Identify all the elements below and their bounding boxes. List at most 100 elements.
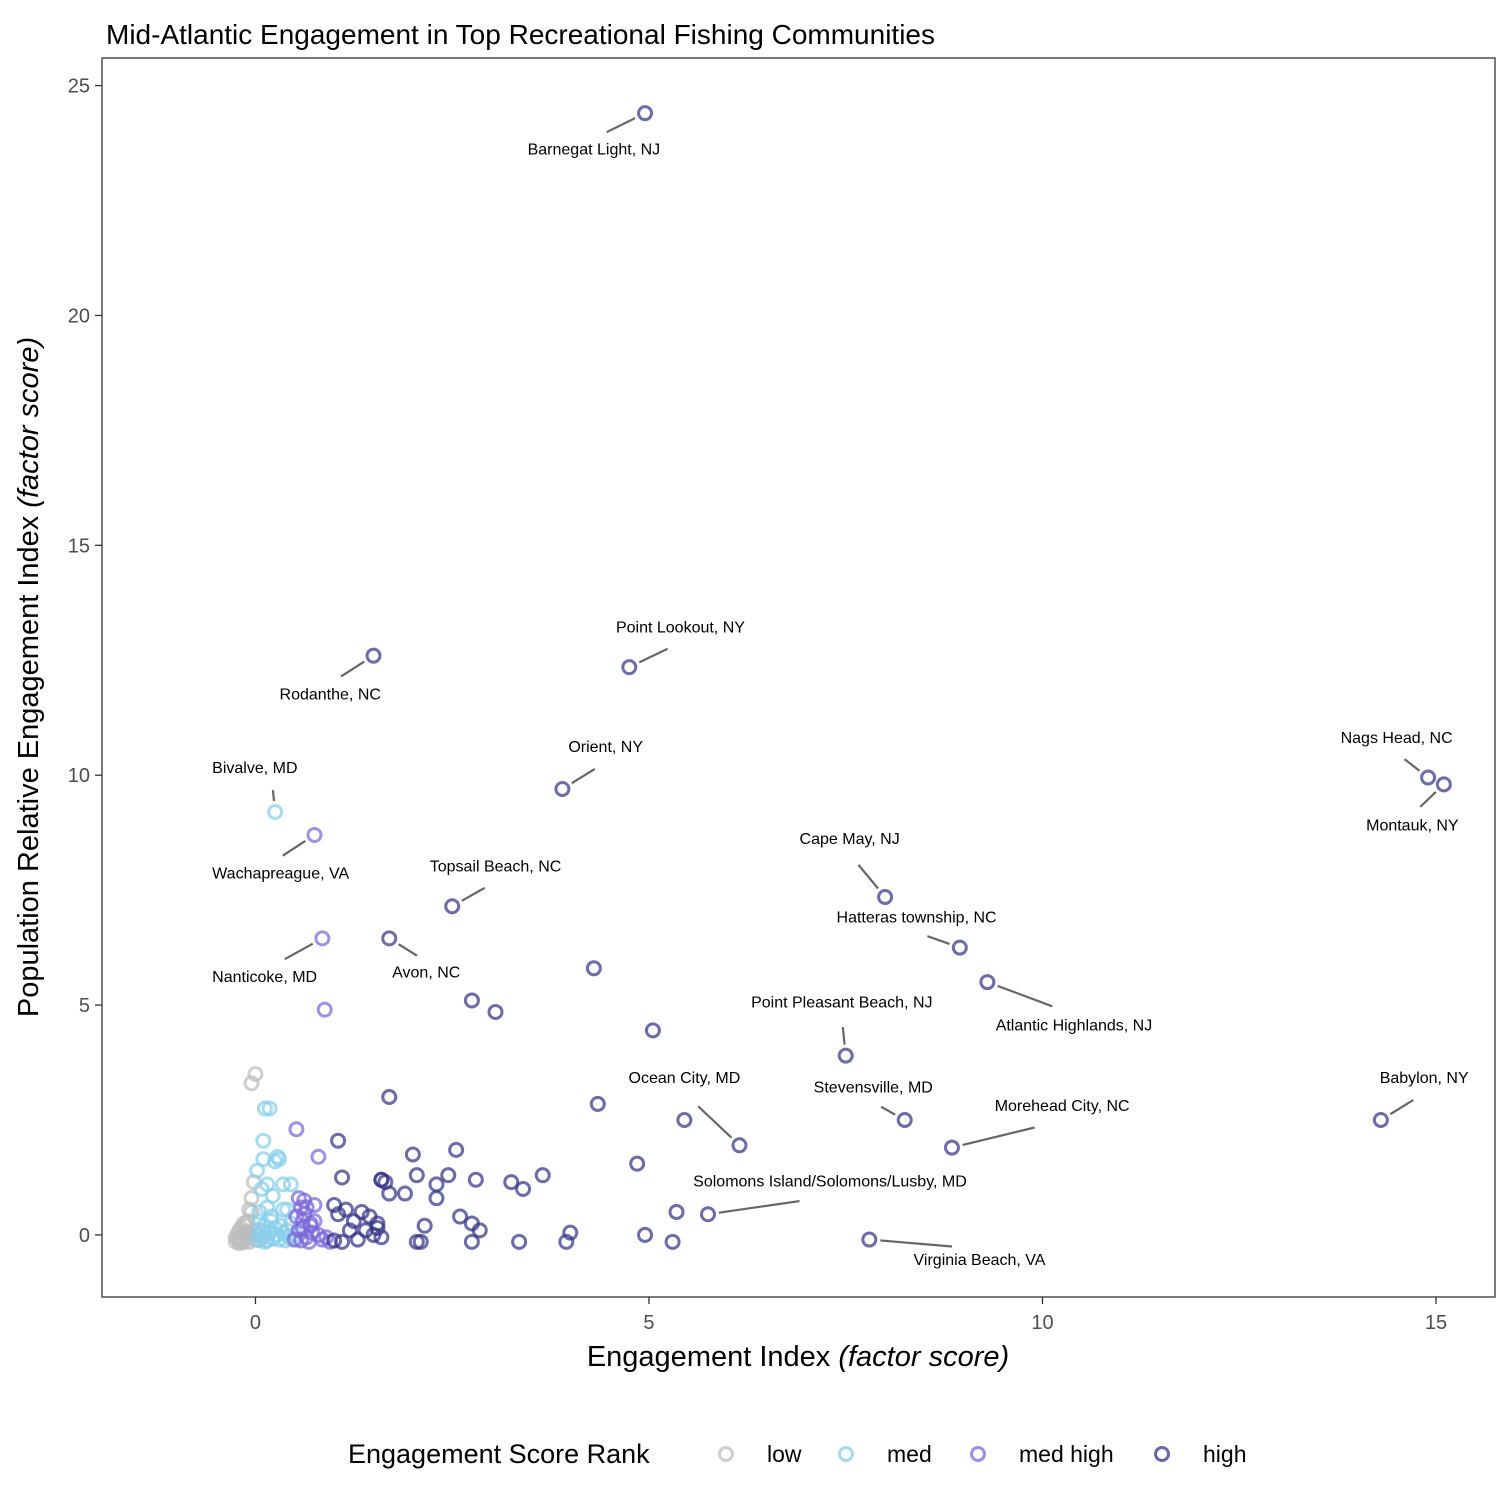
- point-high: [345, 1213, 362, 1230]
- chart-title: Mid-Atlantic Engagement in Top Recreatio…: [106, 19, 935, 50]
- legend-item-med-high: med high: [970, 1441, 1114, 1467]
- annotation-leader: [284, 942, 314, 961]
- point-high: [353, 1203, 370, 1220]
- point-high: [467, 1171, 484, 1188]
- point-med-high: [288, 1121, 305, 1138]
- point-high: [396, 1185, 413, 1202]
- point-high: [404, 1146, 421, 1163]
- x-tick-label: 10: [1031, 1312, 1053, 1334]
- annotation-leader: [282, 840, 306, 857]
- x-tick-label: 5: [643, 1312, 654, 1334]
- annotation-label: Topsail Beach, NC: [430, 859, 562, 876]
- annotation-label: Point Pleasant Beach, NJ: [751, 994, 932, 1011]
- annotation-leader: [857, 864, 879, 890]
- point-high: [554, 780, 571, 797]
- annotation-label: Avon, NC: [392, 964, 460, 981]
- point-high: [444, 898, 461, 915]
- point-high: [562, 1224, 579, 1241]
- point-high: [416, 1217, 433, 1234]
- point-high: [731, 1137, 748, 1154]
- legend-item-high: high: [1154, 1441, 1246, 1467]
- y-tick-label: 20: [68, 305, 90, 327]
- annotation-leader: [1419, 791, 1437, 808]
- point-high: [373, 1229, 390, 1246]
- point-high: [408, 1167, 425, 1184]
- annotation-leader: [880, 1105, 896, 1116]
- annotation-label: Ocean City, MD: [629, 1070, 741, 1087]
- point-med: [256, 1233, 273, 1250]
- point-med: [269, 1148, 286, 1165]
- legend-key-high: [1154, 1446, 1170, 1462]
- annotation-label: Bivalve, MD: [212, 760, 297, 777]
- annotation-label: Virginia Beach, VA: [914, 1252, 1046, 1269]
- data-points: [227, 105, 1452, 1252]
- x-axis-title-italic: (factor score): [838, 1341, 1009, 1373]
- annotation-label: Hatteras township, NC: [837, 909, 997, 926]
- legend-title: Engagement Score Rank: [348, 1439, 650, 1469]
- y-tick-label: 5: [79, 995, 90, 1017]
- plot-panel: [101, 57, 1496, 1298]
- point-high: [428, 1190, 445, 1207]
- point-high: [369, 1220, 386, 1237]
- point-high: [471, 1222, 488, 1239]
- point-high: [896, 1112, 913, 1128]
- point-high: [337, 1201, 354, 1218]
- y-tick-label: 25: [68, 76, 90, 98]
- point-high: [979, 974, 996, 991]
- point-low: [243, 1075, 260, 1092]
- point-med-high: [310, 1148, 327, 1165]
- annotation-label: Cape May, NJ: [800, 831, 900, 848]
- point-high: [463, 1233, 480, 1250]
- legend-label-high: high: [1203, 1441, 1246, 1467]
- point-high: [330, 1206, 347, 1223]
- point-high: [365, 647, 382, 664]
- point-high: [644, 1022, 661, 1039]
- point-high: [452, 1208, 469, 1225]
- legend-key-low: [718, 1446, 734, 1462]
- point-high: [515, 1180, 532, 1197]
- point-high: [349, 1231, 366, 1248]
- annotation-label: Barnegat Light, NJ: [528, 142, 661, 159]
- point-med: [267, 803, 284, 820]
- point-med: [256, 1100, 273, 1117]
- annotation-leader: [1403, 758, 1421, 772]
- point-med: [255, 1132, 272, 1149]
- annotation-label: Point Lookout, NY: [616, 620, 745, 637]
- point-med-high: [306, 1197, 323, 1214]
- annotation-leader: [718, 1199, 800, 1214]
- x-axis: 0 5 10 15: [250, 1297, 1447, 1334]
- point-high: [463, 992, 480, 1009]
- point-med-high: [290, 1190, 307, 1207]
- point-high: [373, 1171, 390, 1188]
- point-med-high: [306, 826, 323, 843]
- annotation-label: Nags Head, NC: [1341, 730, 1453, 747]
- point-med-high: [298, 1199, 315, 1216]
- annotation-label: Atlantic Highlands, NJ: [996, 1017, 1153, 1034]
- point-med-high: [316, 1001, 333, 1018]
- y-axis-title-italic: (factor score): [13, 337, 45, 508]
- annotation-leader: [571, 767, 596, 785]
- annotation-label: Rodanthe, NC: [280, 686, 381, 703]
- annotation-leader: [271, 790, 276, 802]
- point-high: [1420, 769, 1437, 786]
- point-high: [1435, 776, 1452, 793]
- point-high: [664, 1233, 681, 1250]
- point-med: [251, 1213, 268, 1230]
- point-high: [511, 1233, 528, 1250]
- annotation-label: Morehead City, NC: [995, 1098, 1130, 1115]
- point-high: [381, 1089, 398, 1106]
- annotation-leaders: [271, 117, 1437, 1248]
- point-high: [381, 930, 398, 947]
- point-med: [282, 1176, 299, 1193]
- y-axis-title: Population Relative Engagement Index (fa…: [13, 337, 45, 1017]
- point-high: [326, 1232, 343, 1249]
- annotation-leader: [398, 943, 418, 957]
- annotation-leader: [841, 1026, 846, 1045]
- point-high: [837, 1047, 854, 1064]
- point-high: [330, 1132, 347, 1149]
- point-med: [249, 1162, 266, 1179]
- legend-label-med-high: med high: [1019, 1441, 1114, 1467]
- point-med: [261, 1100, 278, 1117]
- y-axis: 0 5 10 15 20 25: [68, 76, 102, 1247]
